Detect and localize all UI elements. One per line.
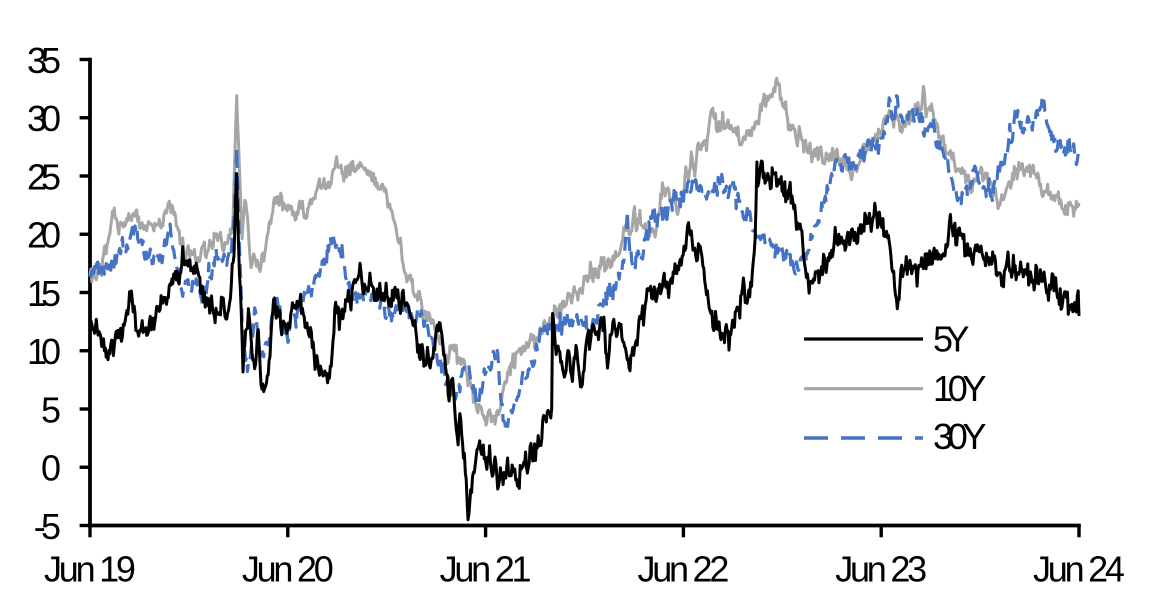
svg-text:Jun 20: Jun 20 xyxy=(242,549,334,590)
svg-text:10: 10 xyxy=(27,331,61,372)
svg-text:30: 30 xyxy=(27,98,61,139)
svg-text:Jun 22: Jun 22 xyxy=(637,549,729,590)
svg-text:30Y: 30Y xyxy=(933,416,987,457)
svg-text:25: 25 xyxy=(27,156,61,197)
svg-text:5Y: 5Y xyxy=(933,319,970,360)
svg-text:-5: -5 xyxy=(34,506,61,547)
svg-text:0: 0 xyxy=(41,448,61,489)
svg-text:Jun 21: Jun 21 xyxy=(440,549,532,590)
svg-text:15: 15 xyxy=(27,273,61,314)
svg-text:20: 20 xyxy=(27,215,61,256)
svg-text:Jun 19: Jun 19 xyxy=(44,549,136,590)
svg-text:Jun 24: Jun 24 xyxy=(1033,549,1125,590)
svg-text:10Y: 10Y xyxy=(933,368,987,409)
svg-text:5: 5 xyxy=(41,389,61,430)
svg-text:Jun 23: Jun 23 xyxy=(835,549,927,590)
svg-text:35: 35 xyxy=(27,40,61,81)
